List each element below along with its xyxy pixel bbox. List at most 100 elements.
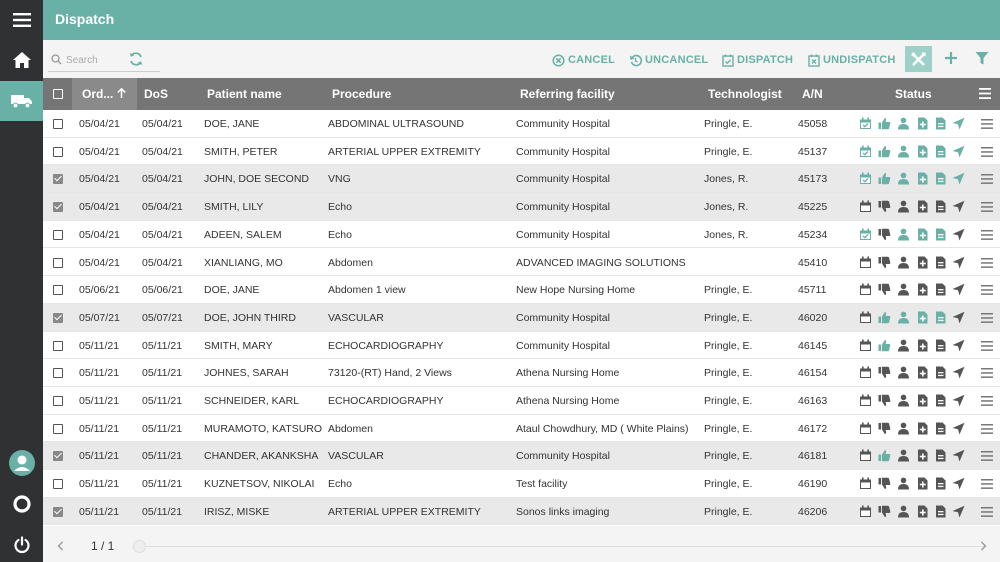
calendar-icon[interactable] xyxy=(859,505,872,518)
row-menu-icon[interactable] xyxy=(981,506,993,517)
user-icon[interactable] xyxy=(897,477,910,490)
send-icon[interactable] xyxy=(952,172,965,185)
doc-icon[interactable] xyxy=(934,283,947,296)
col-order[interactable]: Ord... xyxy=(82,87,126,101)
doc-icon[interactable] xyxy=(934,505,947,518)
row-menu-icon[interactable] xyxy=(981,119,993,129)
doc-icon[interactable] xyxy=(934,117,947,130)
col-dos[interactable]: DoS xyxy=(144,87,168,101)
doc-icon[interactable] xyxy=(934,477,947,490)
doc-plus-icon[interactable] xyxy=(916,228,929,241)
row-menu-icon[interactable] xyxy=(981,423,993,434)
row-checkbox[interactable] xyxy=(53,479,63,490)
col-procedure[interactable]: Procedure xyxy=(332,87,392,101)
row-menu-icon[interactable] xyxy=(981,174,993,185)
filter-icon[interactable] xyxy=(975,51,989,66)
row-checkbox[interactable] xyxy=(53,285,63,296)
thumbs-icon[interactable] xyxy=(878,422,891,435)
row-checkbox[interactable] xyxy=(53,340,63,351)
doc-plus-icon[interactable] xyxy=(916,256,929,269)
user-icon[interactable] xyxy=(897,394,910,407)
doc-icon[interactable] xyxy=(934,339,947,352)
calendar-icon[interactable] xyxy=(859,449,872,462)
doc-plus-icon[interactable] xyxy=(916,117,929,130)
row-checkbox[interactable] xyxy=(53,202,63,213)
row-checkbox[interactable] xyxy=(53,174,63,185)
tools-button[interactable] xyxy=(905,46,932,72)
doc-icon[interactable] xyxy=(934,311,947,324)
next-page-icon[interactable] xyxy=(980,541,987,551)
doc-plus-icon[interactable] xyxy=(916,311,929,324)
thumbs-icon[interactable] xyxy=(878,311,891,324)
table-row[interactable]: 05/04/21 05/04/21 JOHN, DOE SECOND VNG Commu… xyxy=(43,165,1000,194)
row-menu-icon[interactable] xyxy=(981,312,993,323)
dispatch-button[interactable]: DISPATCH xyxy=(722,52,793,68)
calendar-icon[interactable] xyxy=(859,311,872,324)
add-icon[interactable] xyxy=(942,49,960,67)
calendar-icon[interactable] xyxy=(859,172,872,185)
doc-plus-icon[interactable] xyxy=(916,200,929,213)
uncancel-button[interactable]: UNCANCEL xyxy=(629,52,708,68)
thumbs-icon[interactable] xyxy=(878,228,891,241)
thumbs-icon[interactable] xyxy=(878,200,891,213)
user-icon[interactable] xyxy=(897,145,910,158)
table-row[interactable]: 05/04/21 05/04/21 SMITH, LILY Echo Community… xyxy=(43,193,1000,221)
col-status[interactable]: Status xyxy=(895,87,932,101)
user-icon[interactable] xyxy=(897,449,910,462)
row-checkbox[interactable] xyxy=(53,257,63,268)
thumbs-icon[interactable] xyxy=(878,449,891,462)
user-icon[interactable] xyxy=(897,117,910,130)
table-row[interactable]: 05/11/21 05/11/21 CHANDER, AKANKSHA VASCULA… xyxy=(43,442,1000,471)
row-checkbox[interactable] xyxy=(53,451,63,462)
refresh-icon[interactable] xyxy=(128,51,144,67)
calendar-icon[interactable] xyxy=(859,394,872,407)
user-icon[interactable] xyxy=(897,366,910,379)
doc-plus-icon[interactable] xyxy=(916,449,929,462)
table-row[interactable]: 05/04/21 05/04/21 ADEEN, SALEM Echo Communit… xyxy=(43,220,1000,249)
doc-icon[interactable] xyxy=(934,256,947,269)
col-an[interactable]: A/N xyxy=(802,87,823,101)
user-icon[interactable] xyxy=(897,505,910,518)
calendar-icon[interactable] xyxy=(859,228,872,241)
thumbs-icon[interactable] xyxy=(878,339,891,352)
row-checkbox[interactable] xyxy=(53,119,63,129)
send-icon[interactable] xyxy=(952,339,965,352)
doc-icon[interactable] xyxy=(934,422,947,435)
scroll-thumb[interactable] xyxy=(133,540,146,553)
send-icon[interactable] xyxy=(952,394,965,407)
doc-plus-icon[interactable] xyxy=(916,422,929,435)
col-patient-name[interactable]: Patient name xyxy=(207,87,282,101)
home-button[interactable] xyxy=(0,40,43,80)
thumbs-icon[interactable] xyxy=(878,394,891,407)
send-icon[interactable] xyxy=(952,477,965,490)
table-row[interactable]: 05/04/21 05/04/21 SMITH, PETER ARTERIAL UPP… xyxy=(43,137,1000,166)
logout-button[interactable] xyxy=(0,525,43,562)
row-checkbox[interactable] xyxy=(53,506,63,517)
calendar-icon[interactable] xyxy=(859,477,872,490)
user-icon[interactable] xyxy=(897,339,910,352)
user-icon[interactable] xyxy=(897,200,910,213)
calendar-icon[interactable] xyxy=(859,366,872,379)
thumbs-icon[interactable] xyxy=(878,366,891,379)
thumbs-icon[interactable] xyxy=(878,283,891,296)
row-menu-icon[interactable] xyxy=(981,202,993,212)
table-row[interactable]: 05/04/21 05/04/21 XIANLIANG, MO Abdomen ADVA… xyxy=(43,248,1000,277)
col-referring-facility[interactable]: Referring facility xyxy=(520,87,615,101)
row-checkbox[interactable] xyxy=(53,229,63,240)
doc-icon[interactable] xyxy=(934,394,947,407)
row-menu-icon[interactable] xyxy=(981,340,993,351)
doc-icon[interactable] xyxy=(934,449,947,462)
doc-plus-icon[interactable] xyxy=(916,394,929,407)
calendar-icon[interactable] xyxy=(859,339,872,352)
doc-icon[interactable] xyxy=(934,145,947,158)
thumbs-icon[interactable] xyxy=(878,256,891,269)
table-row[interactable]: 05/06/21 05/06/21 DOE, JANE Abdomen 1 view N… xyxy=(43,276,1000,304)
prev-page-icon[interactable] xyxy=(57,541,64,551)
row-menu-icon[interactable] xyxy=(981,229,993,240)
thumbs-icon[interactable] xyxy=(878,117,891,130)
row-menu-icon[interactable] xyxy=(981,368,993,379)
doc-plus-icon[interactable] xyxy=(916,172,929,185)
help-button[interactable] xyxy=(0,484,43,524)
calendar-icon[interactable] xyxy=(859,422,872,435)
row-checkbox[interactable] xyxy=(53,312,63,323)
